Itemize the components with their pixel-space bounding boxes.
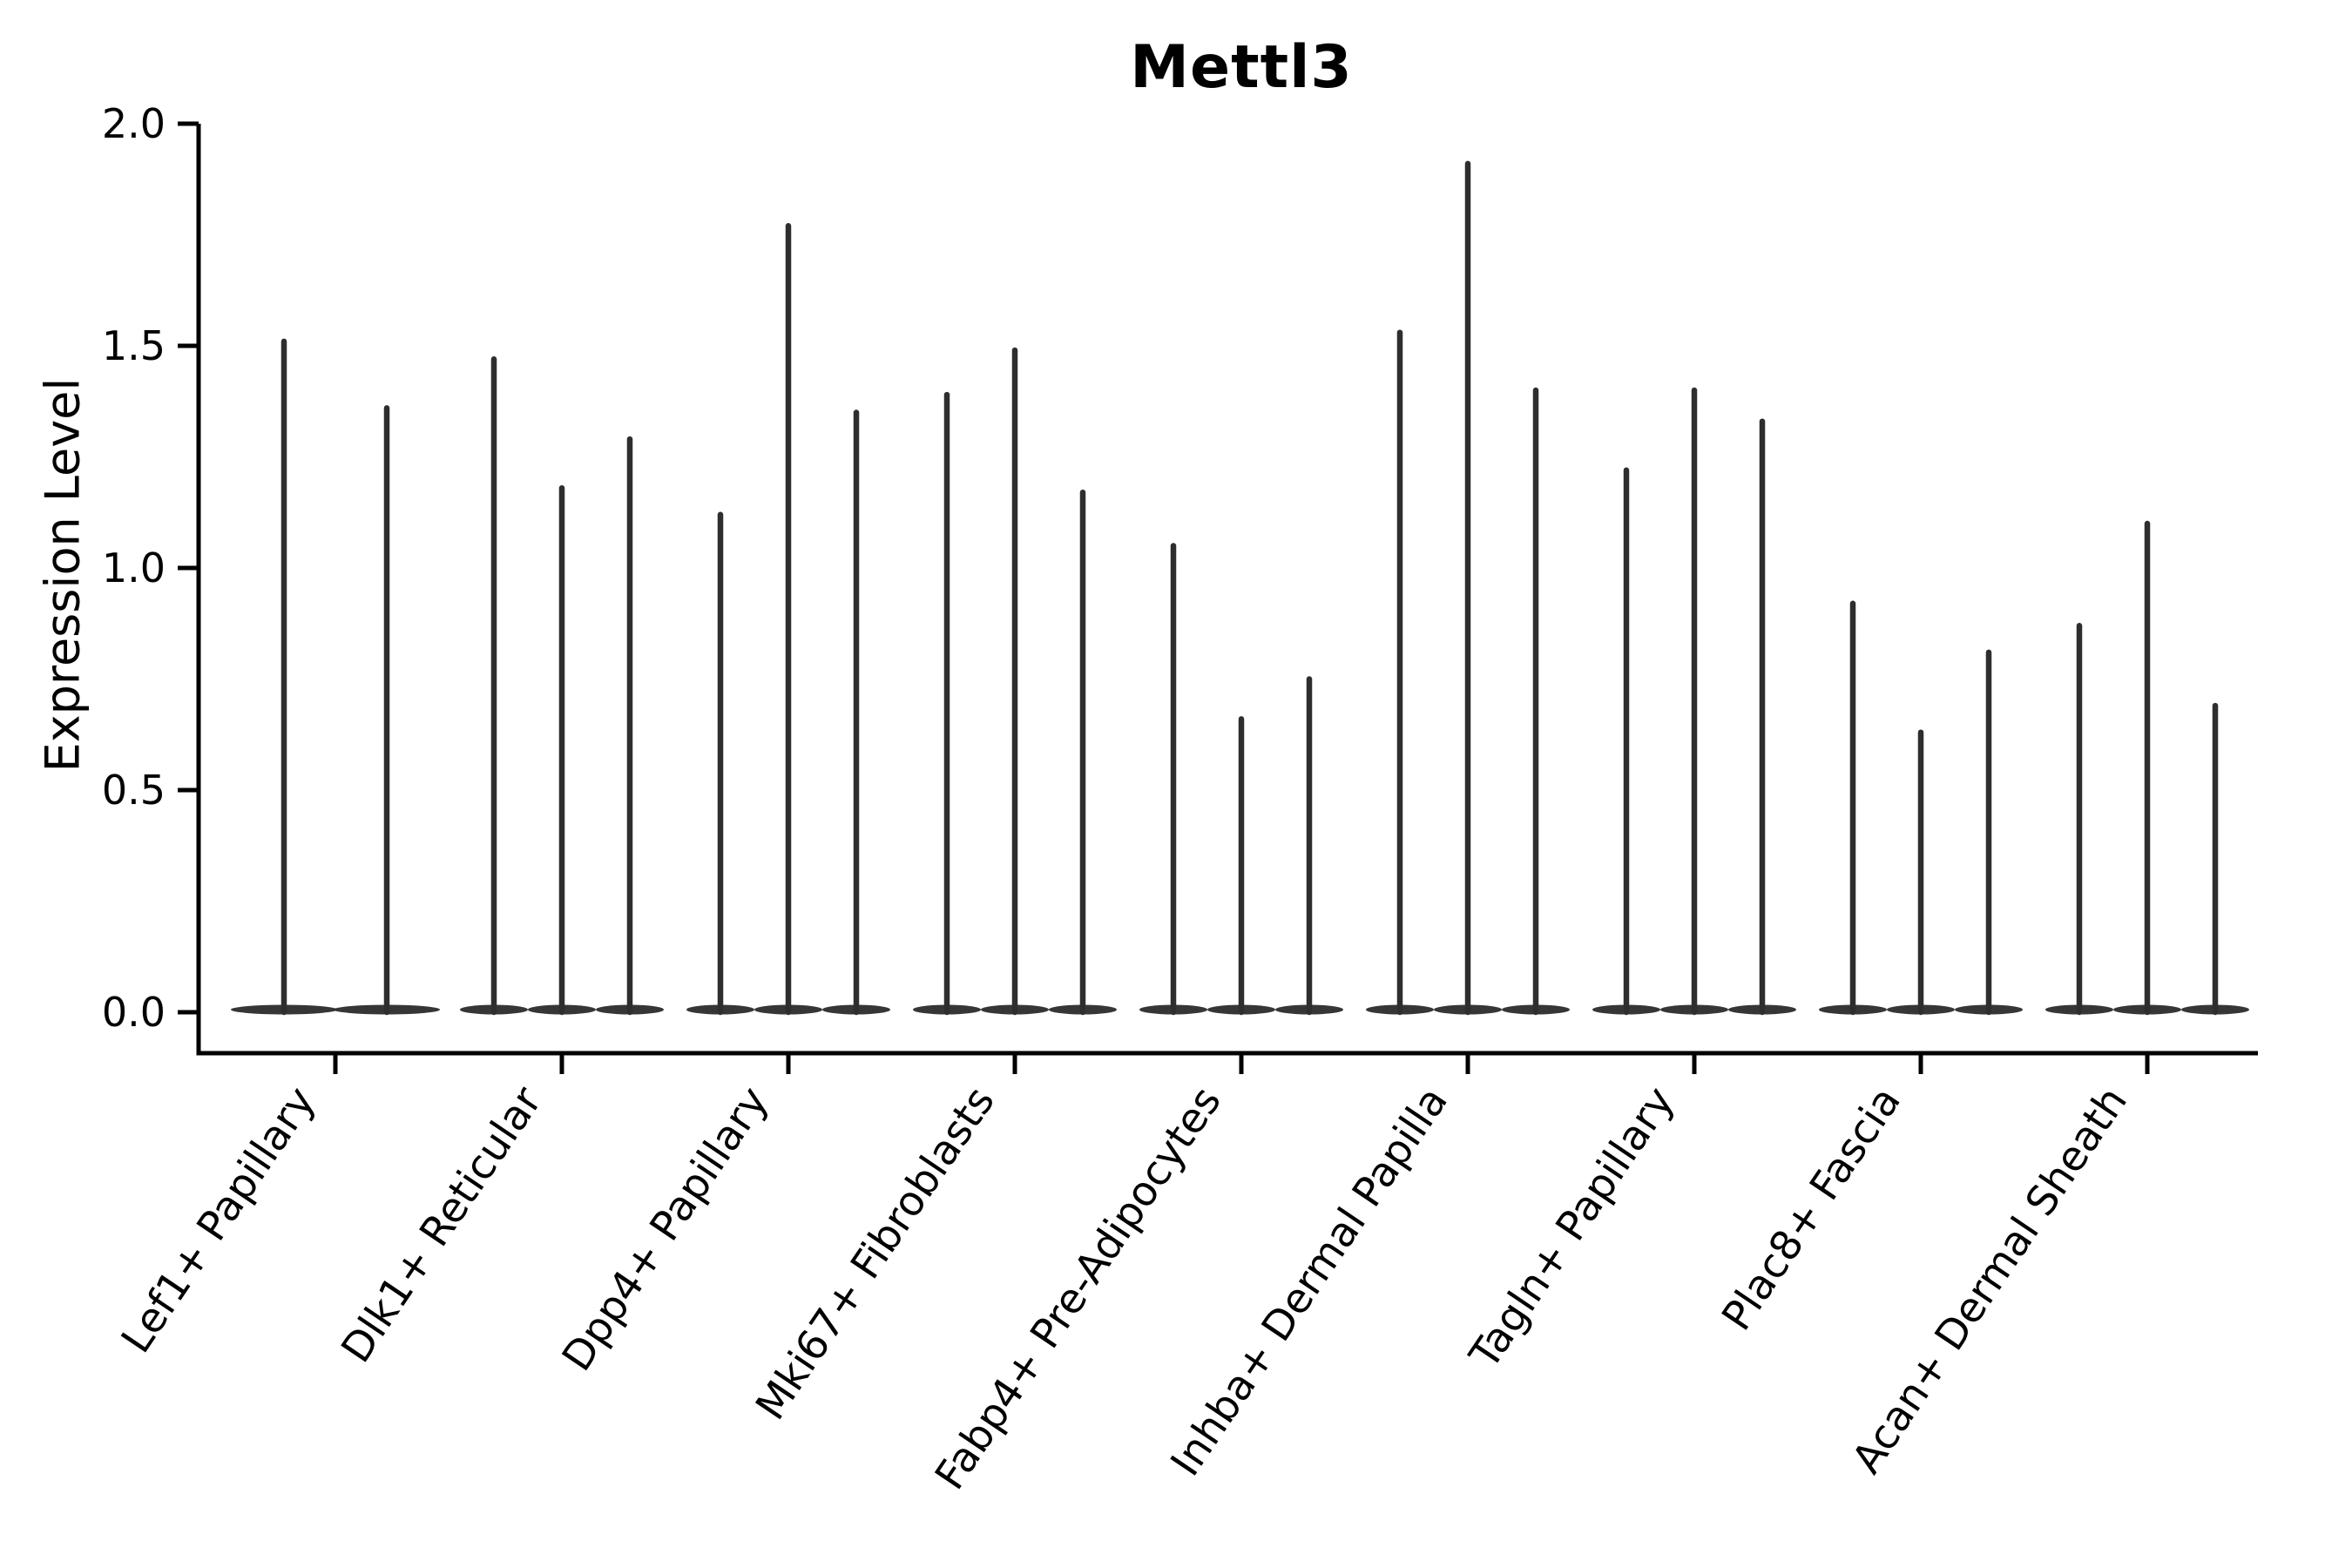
x-tick-label: Lef1+ Papillary (112, 1078, 325, 1362)
chart-title: Mettl3 (1130, 33, 1353, 102)
x-tick-label: Plac8+ Fascia (1713, 1078, 1910, 1339)
y-tick-label: 1.0 (102, 544, 166, 591)
y-tick-label: 1.5 (102, 322, 166, 369)
y-tick-label: 0.5 (102, 767, 166, 814)
x-tick-label: Dpp4+ Papillary (553, 1078, 778, 1380)
x-tick-label: Dlk1+ Reticular (332, 1078, 551, 1371)
x-tick-label: Tagln+ Papillary (1460, 1078, 1684, 1378)
y-tick-label: 2.0 (102, 100, 166, 147)
y-tick-label: 0.0 (102, 989, 166, 1036)
x-tick-label: Mki67+ Fibroblasts (747, 1078, 1004, 1429)
